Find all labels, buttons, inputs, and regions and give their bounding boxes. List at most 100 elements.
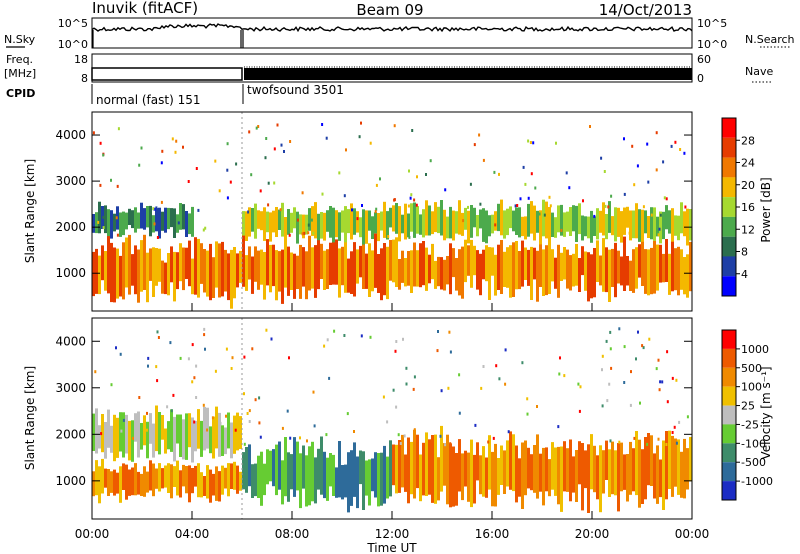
scatter-column-3 [647,433,650,486]
scatter-column-2 [452,248,455,278]
scatter-column-0 [230,249,233,309]
sparse-echo [630,370,632,374]
scatter-column-3 [290,212,293,233]
sparse-echo [110,178,112,182]
scatter-column-0 [128,234,131,295]
scatter-column-0 [95,460,98,496]
scatter-column-2 [368,243,371,297]
sparse-echo [267,203,270,207]
scatter-column-3 [620,442,623,492]
sparse-echo [600,156,603,160]
scatter-column-2 [644,249,647,294]
sparse-echo [663,196,666,200]
scatter-column-2 [554,257,557,289]
sparse-echo [243,442,246,446]
scatter-column-2 [401,250,404,283]
scatter-column-0 [161,468,164,489]
scatter-column-0 [203,476,206,496]
scatter-column-3 [605,214,608,240]
scatter-column-1 [95,212,98,234]
scatter-column-0 [233,247,236,299]
sparse-echo [601,404,604,408]
scatter-column-3 [596,455,599,500]
scatter-column-3 [578,203,581,235]
sparse-echo [393,198,396,202]
sparse-echo [243,355,246,359]
scatter-column-1 [131,210,134,229]
sparse-echo [122,418,125,422]
scatter-column-0 [137,249,140,303]
x-tick-label: 12:00 [375,527,410,541]
sparse-echo [610,366,613,370]
scatter-column-0 [221,465,224,495]
sparse-echo [264,156,267,160]
scatter-column-1 [230,422,233,459]
scatter-column-3 [530,201,533,234]
scatter-column-3 [632,448,635,492]
sparse-echo [416,175,418,179]
scatter-column-2 [356,249,359,284]
scatter-column-1 [173,208,176,238]
scatter-column-2 [389,240,392,281]
scatter-column-3 [566,211,569,232]
nave-tick-low: 0 [697,72,704,85]
scatter-column-3 [413,202,416,238]
scatter-column-0 [125,464,128,500]
scatter-column-3 [521,216,524,237]
scatter-column-3 [485,210,488,244]
scatter-column-3 [434,434,437,504]
noise-tick-high: 10^5 [58,17,88,30]
scatter-column-2 [536,250,539,302]
scatter-column-2 [377,254,380,293]
scatter-column-3 [434,202,437,233]
scatter-column-3 [605,440,608,480]
scatter-column-3 [539,210,542,245]
scatter-column-0 [149,248,152,281]
scatter-column-0 [98,255,101,295]
scatter-column-3 [254,203,257,239]
scatter-column-3 [275,207,278,237]
scatter-column-2 [584,251,587,291]
sparse-echo [646,442,649,446]
cpid-label: CPID [6,87,35,100]
sparse-echo [469,182,472,186]
scatter-column-3 [548,207,551,244]
scatter-column-3 [683,211,686,237]
scatter-column-0 [206,465,209,499]
scatter-column-2 [269,244,272,293]
scatter-column-2 [329,453,332,487]
scatter-column-0 [227,463,230,497]
sparse-echo [226,142,229,146]
scatter-column-3 [611,441,614,495]
sparse-echo [146,411,148,415]
sparse-echo [609,439,612,443]
x-tick-label: 00:00 [675,527,710,541]
velocity-colorbar: 1000 500 100 25 -25 -100 -500 -1000 [721,329,773,501]
scatter-column-3 [245,211,248,241]
scatter-column-0 [98,466,101,504]
sparse-echo [234,428,237,432]
sparse-echo [646,142,649,146]
scatter-column-1 [158,207,161,239]
scatter-column-3 [455,453,458,506]
colorbar-tick-label: 16 [741,201,755,214]
scatter-column-3 [404,203,407,240]
sparse-echo [439,434,442,438]
scatter-column-3 [248,207,251,237]
scatter-column-0 [167,463,170,493]
sparse-echo [458,373,461,377]
sparse-echo [202,228,205,232]
scatter-column-0 [116,472,119,494]
scatter-column-3 [257,210,260,229]
colorbar-segment [722,157,736,178]
velocity-panel [92,318,692,519]
sparse-echo [618,440,621,444]
scatter-column-1 [191,417,194,463]
sparse-echo [498,377,501,381]
colorbar-frame [721,329,737,501]
sparse-echo [604,204,607,208]
scatter-column-2 [272,244,275,287]
scatter-column-2 [431,243,434,280]
scatter-column-2 [305,455,308,507]
scatter-column-3 [641,449,644,504]
